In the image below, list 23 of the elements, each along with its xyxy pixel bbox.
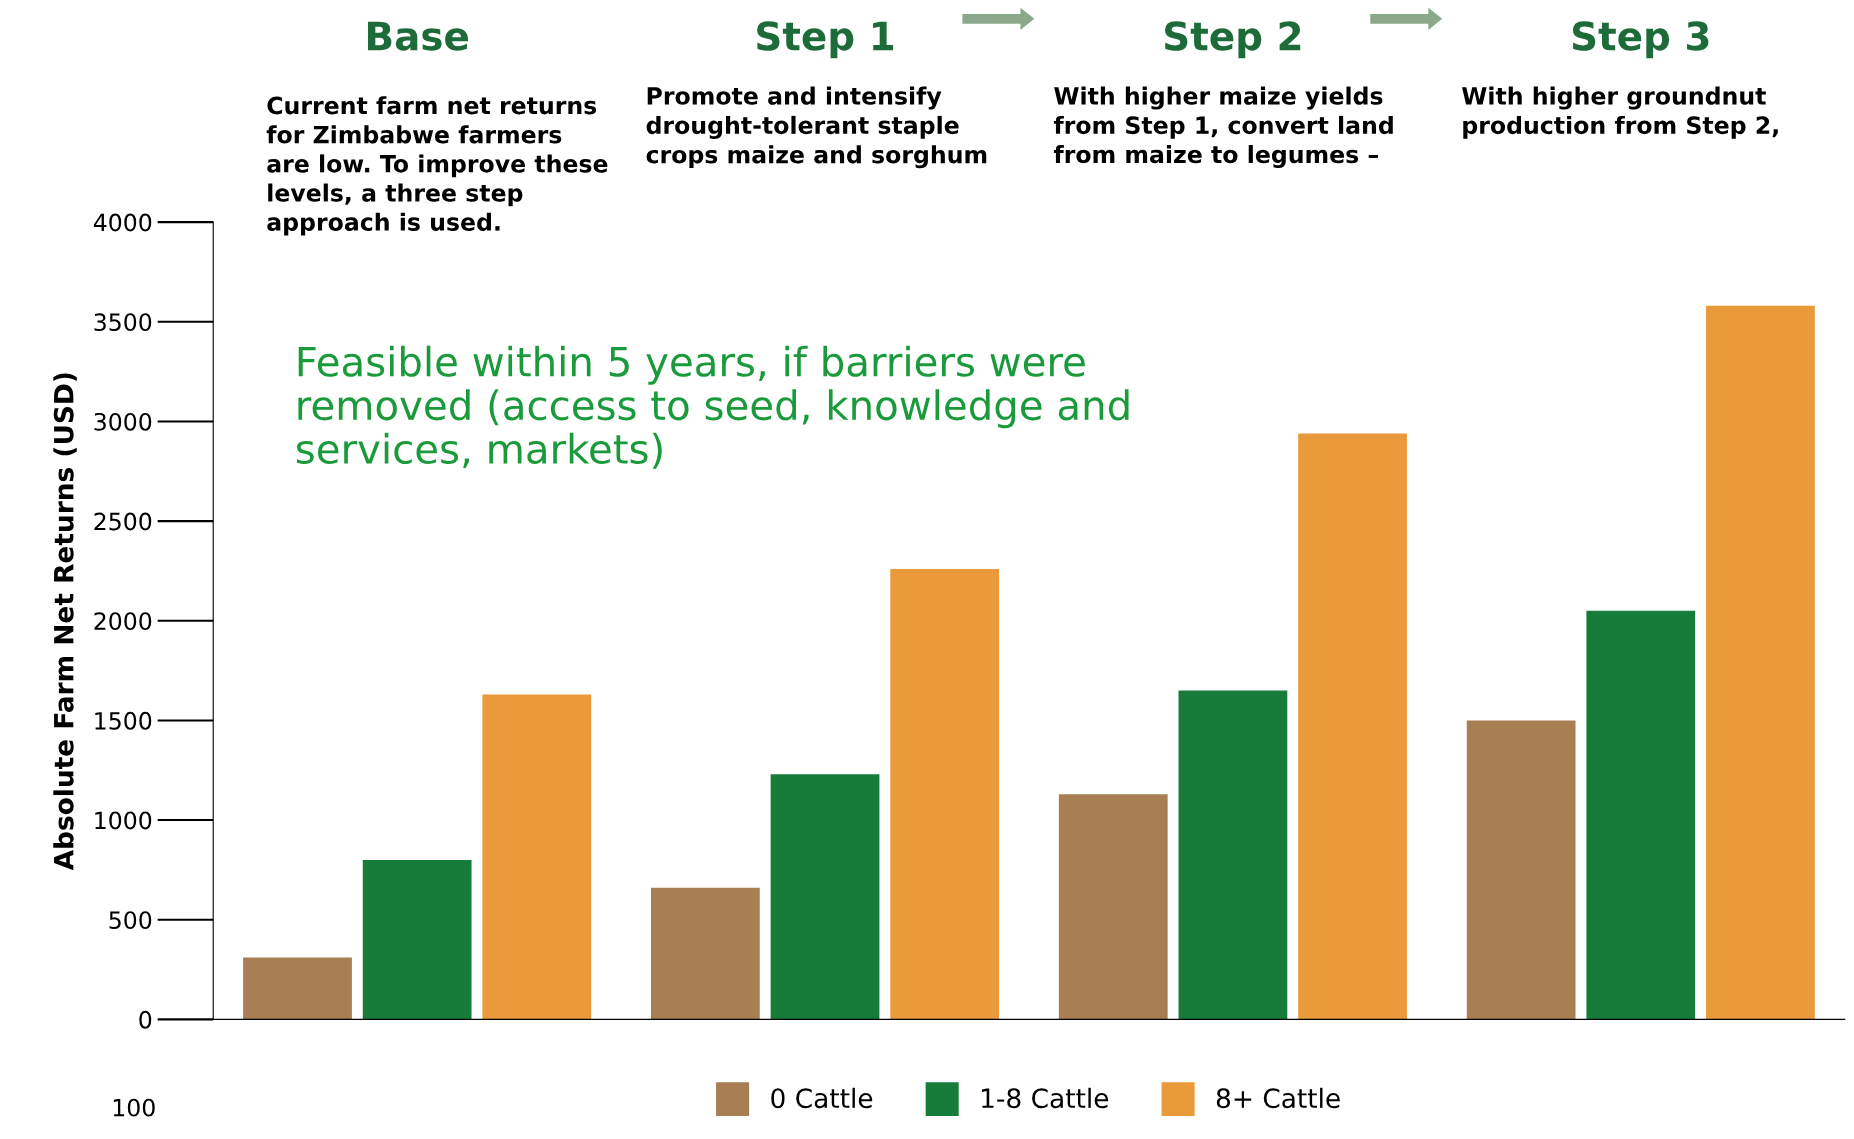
legend-label: 1-8 Cattle (982, 1087, 1109, 1109)
y-tick-label: 2500 (94, 512, 152, 531)
text: With higher groundnut production from Step 2, (1462, 86, 1778, 139)
y-axis-title: Absolute Farm Net Returns (USD) (53, 373, 77, 871)
text: 100 (113, 1098, 155, 1117)
x-tick-label: Step 2 (1165, 21, 1301, 59)
x-tick-label: Step 1 (757, 21, 894, 59)
y-tick-label: 0 (139, 1010, 152, 1029)
text: With higher maize yields from Step 1, convert land from maize to legumes – (1053, 86, 1393, 169)
y-tick-label: 4000 (93, 213, 152, 232)
annotation: Feasible within 5 years, if barriers were removed (access to seed, knowledge and services, markets) (296, 345, 1129, 469)
text: Promote and intensify drought-tolerant staple crops maize and sorghum (646, 86, 987, 169)
y-tick-label: 500 (109, 911, 152, 930)
y-tick-label: 3500 (94, 313, 152, 332)
x-tick-label: Base (368, 21, 468, 51)
y-tick-label: 3000 (94, 412, 152, 431)
y-tick-label: 1500 (95, 711, 152, 730)
legend-label: 8+ Cattle (1216, 1087, 1340, 1109)
y-tick-label: 2000 (94, 612, 152, 631)
legend-label: 0 Cattle (771, 1087, 873, 1109)
annotation: Current farm net returns for Zimbabwe farmers are low. To improve these levels, a three step approach is used. (266, 96, 608, 236)
x-tick-label: Step 3 (1572, 21, 1709, 59)
y-tick-label: 1000 (95, 811, 152, 830)
